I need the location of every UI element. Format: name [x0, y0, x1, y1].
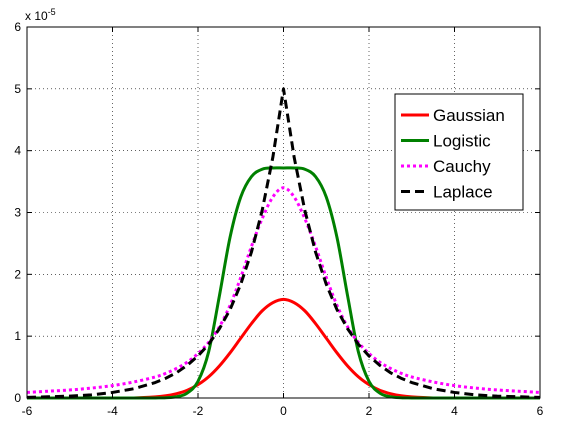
x-tick-label: -2	[193, 404, 204, 418]
legend-label-logistic: Logistic	[433, 132, 491, 151]
y-tick-label: 4	[14, 144, 21, 158]
y-tick-label: 3	[14, 206, 21, 220]
y-tick-label: 0	[14, 391, 21, 405]
legend-label-laplace: Laplace	[433, 183, 493, 202]
x-tick-label: 2	[366, 404, 373, 418]
x-tick-label: 6	[537, 404, 544, 418]
legend-label-gaussian: Gaussian	[433, 106, 505, 125]
ticks: -6 -4 -2 0 2 4 6 0 1 2 3 4 5 6	[14, 20, 543, 418]
legend: Gaussian Logistic Cauchy Laplace	[394, 93, 524, 211]
y-tick-label: 1	[14, 329, 21, 343]
series-line-laplace	[26, 87, 541, 399]
y-tick-label: 2	[14, 267, 21, 281]
y-multiplier-label: x 10-5	[25, 7, 56, 23]
x-tick-label: 0	[280, 404, 287, 418]
x-tick-label: 4	[451, 404, 458, 418]
y-tick-label: 6	[14, 20, 21, 34]
x-tick-label: -6	[22, 404, 33, 418]
series-line-cauchy	[26, 186, 541, 394]
legend-label-cauchy: Cauchy	[433, 157, 491, 176]
x-tick-label: -4	[107, 404, 118, 418]
y-tick-label: 5	[14, 82, 21, 96]
